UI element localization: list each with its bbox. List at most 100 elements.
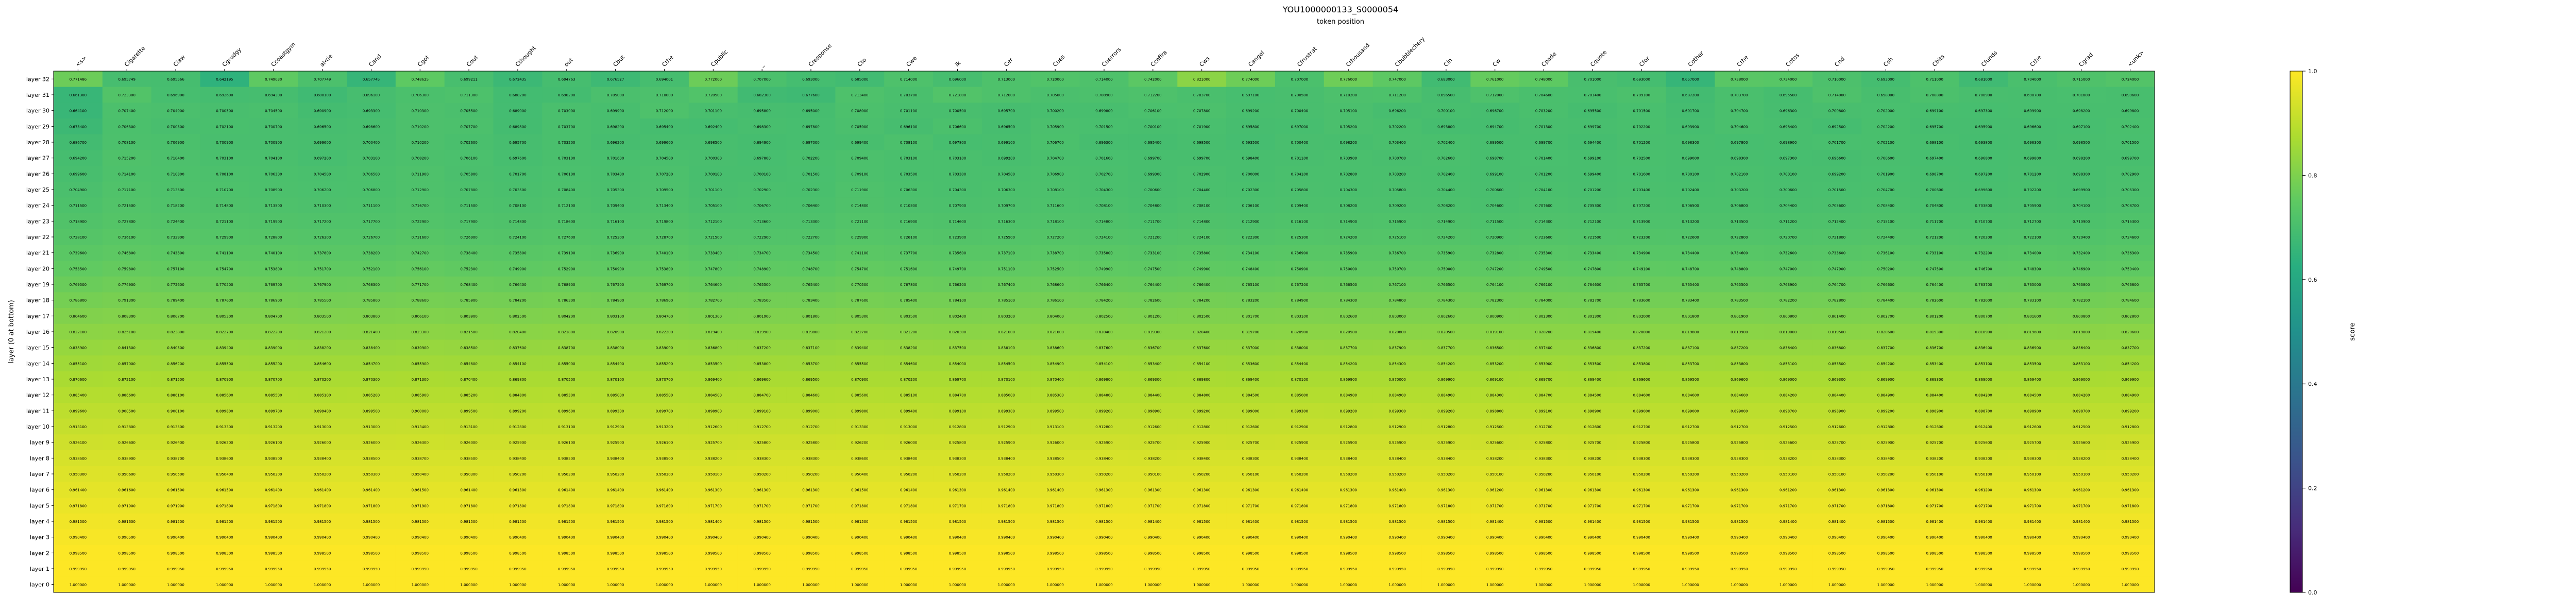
cell-value-label: 0.697800 — [802, 125, 819, 129]
heatmap-cell — [1372, 118, 1422, 135]
heatmap-cell — [1519, 292, 1569, 309]
heatmap-cell — [493, 245, 543, 261]
cell-value-label: 0.821200 — [900, 330, 917, 334]
heatmap-cell — [1519, 245, 1569, 261]
cell-value-label: 0.938200 — [1780, 456, 1797, 461]
cell-value-label: 0.938400 — [1388, 456, 1405, 461]
cell-value-label: 0.938400 — [1193, 456, 1210, 461]
heatmap-cell — [1617, 181, 1667, 198]
cell-value-label: 0.870300 — [363, 378, 380, 382]
cell-value-label: 0.938400 — [314, 456, 331, 461]
cell-value-label: 0.912800 — [1193, 425, 1210, 429]
heatmap-cell — [640, 355, 689, 372]
heatmap-cell — [640, 87, 689, 103]
cell-value-label: 0.724100 — [1095, 235, 1112, 240]
x-tick-label: <s> — [74, 55, 88, 68]
heatmap-cell — [1226, 245, 1276, 261]
cell-value-label: 0.853700 — [1682, 362, 1699, 366]
cell-value-label: 0.696300 — [1095, 141, 1112, 145]
cell-value-label: 0.698200 — [1340, 141, 1357, 145]
cell-value-label: 0.681000 — [1975, 77, 1992, 81]
cell-value-label: 0.961600 — [118, 488, 135, 492]
cell-value-label: 0.999950 — [1095, 567, 1112, 571]
heatmap-cell — [1568, 261, 1618, 277]
heatmap-cell — [1666, 166, 1715, 182]
cell-value-label: 0.800800 — [2073, 314, 2090, 318]
cell-value-label: 0.961300 — [1731, 488, 1748, 492]
x-tick-label: Cfrustrat — [1296, 45, 1318, 68]
cell-value-label: 0.703100 — [558, 157, 575, 161]
cell-value-label: 0.733100 — [1926, 251, 1943, 256]
cell-value-label: 0.699100 — [998, 141, 1015, 145]
y-tick-label: layer 9 — [30, 439, 49, 446]
cell-value-label: 0.853900 — [1535, 362, 1552, 366]
heatmap-cell — [1519, 197, 1569, 214]
cell-value-label: 0.938400 — [509, 456, 526, 461]
cell-value-label: 0.999950 — [363, 567, 380, 571]
cell-value-label: 0.764400 — [1926, 283, 1943, 287]
heatmap-cell — [1861, 150, 1911, 166]
cell-value-label: 0.703100 — [949, 157, 966, 161]
heatmap-cell — [249, 339, 298, 356]
heatmap-cell — [591, 245, 640, 261]
cell-value-label: 0.732900 — [167, 235, 184, 240]
cell-value-label: 0.702100 — [1731, 172, 1748, 176]
cell-value-label: 0.999950 — [1340, 567, 1357, 571]
cell-value-label: 0.898700 — [1780, 409, 1797, 413]
cell-value-label: 0.950200 — [1340, 472, 1357, 477]
cell-value-label: 0.998500 — [1535, 551, 1552, 555]
heatmap-cell — [640, 197, 689, 214]
heatmap-cell — [688, 292, 738, 309]
cell-value-label: 0.913100 — [558, 425, 575, 429]
heatmap-cell — [688, 324, 738, 340]
cell-value-label: 0.703400 — [1388, 141, 1405, 145]
cell-value-label: 0.707000 — [1291, 77, 1308, 81]
cell-value-label: 0.701100 — [1291, 157, 1308, 161]
cell-value-label: 0.707200 — [656, 172, 673, 176]
cell-value-label: 0.688200 — [509, 93, 526, 97]
heatmap-cell — [493, 103, 543, 119]
heatmap-cell — [54, 181, 103, 198]
heatmap-cell — [786, 134, 836, 150]
cell-value-label: 0.855200 — [265, 362, 282, 366]
heatmap-cell — [1812, 181, 1862, 198]
cell-value-label: 0.950400 — [216, 472, 233, 477]
cell-value-label: 0.694200 — [70, 157, 87, 161]
heatmap-cell — [884, 261, 934, 277]
heatmap-cell — [1910, 87, 1960, 103]
heatmap-cell — [1079, 261, 1129, 277]
cell-value-label: 0.950100 — [1242, 472, 1259, 477]
heatmap-cell — [1470, 292, 1520, 309]
cell-value-label: 1.000000 — [1682, 583, 1699, 587]
cell-value-label: 0.971800 — [558, 504, 575, 508]
heatmap-cell — [933, 71, 982, 88]
cell-value-label: 0.711100 — [363, 204, 380, 208]
cell-value-label: 0.695749 — [118, 77, 135, 81]
cell-value-label: 0.854400 — [1291, 362, 1308, 366]
heatmap-cell — [102, 371, 152, 387]
heatmap-cell — [1372, 308, 1422, 325]
cell-value-label: 0.697800 — [753, 157, 770, 161]
heatmap-cell — [1372, 276, 1422, 293]
heatmap-cell — [298, 355, 347, 372]
cell-value-label: 0.854200 — [1437, 362, 1454, 366]
cell-value-label: 0.725500 — [998, 235, 1015, 240]
heatmap-cell — [1715, 150, 1764, 166]
cell-value-label: 0.700100 — [1780, 172, 1797, 176]
cell-value-label: 0.707749 — [314, 77, 331, 81]
heatmap-cell — [1812, 355, 1862, 372]
cell-value-label: 0.784000 — [1535, 299, 1552, 303]
heatmap-cell — [1666, 229, 1715, 245]
cell-value-label: 0.926200 — [216, 441, 233, 445]
cell-value-label: 0.998500 — [1144, 551, 1161, 555]
cell-value-label: 0.706300 — [412, 93, 429, 97]
cell-value-label: 0.732400 — [2073, 251, 2090, 256]
heatmap-cell — [444, 261, 494, 277]
cell-value-label: 0.782600 — [1926, 299, 1943, 303]
cell-value-label: 0.971800 — [1437, 504, 1454, 508]
x-tick-label: Csh — [1882, 56, 1894, 68]
cell-value-label: 0.733100 — [1144, 251, 1161, 256]
heatmap-cell — [688, 134, 738, 150]
cell-value-label: 0.696300 — [1780, 109, 1797, 113]
heatmap-cell — [444, 197, 494, 214]
